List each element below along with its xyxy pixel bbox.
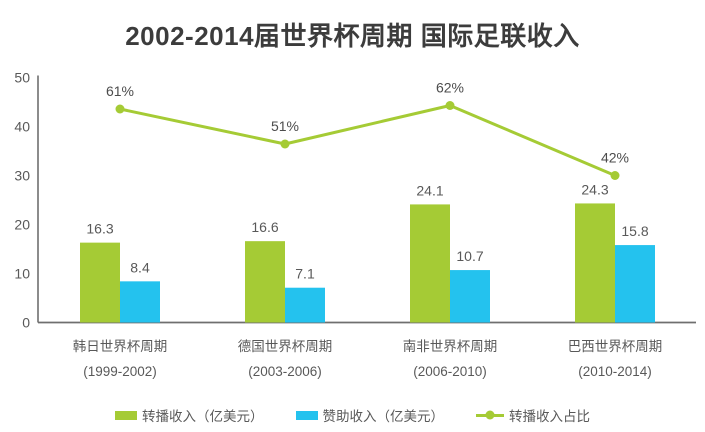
category-label-2: 南非世界杯周期 (403, 339, 498, 354)
line-point-3 (610, 171, 620, 180)
y-axis-tick-0: 0 (22, 315, 30, 331)
line-label-2: 62% (436, 80, 464, 96)
broadcast-revenue-swatch-icon (115, 410, 137, 420)
y-axis-tick-40: 40 (14, 119, 30, 135)
bar-broadcast-revenue-1 (245, 241, 285, 323)
legend-label-broadcast-revenue: 转播收入（亿美元） (142, 409, 264, 424)
line-point-0 (115, 104, 125, 114)
chart-title: 2002-2014届世界杯周期 国际足联收入 (125, 21, 580, 51)
line-label-3: 42% (601, 150, 629, 166)
bar-sponsor-revenue-3 (615, 245, 655, 323)
category-label-0: 韩日世界杯周期 (73, 339, 168, 354)
legend-label-broadcast-share: 转播收入占比 (509, 409, 590, 424)
bar-broadcast-revenue-0 (80, 242, 120, 323)
bar-sponsor-revenue-0 (120, 281, 160, 323)
bar-sponsor-revenue-1 (285, 287, 325, 323)
bar-label-sponsor-3: 15.8 (621, 223, 648, 239)
bar-label-sponsor-2: 10.7 (456, 248, 483, 264)
y-axis-tick-30: 30 (14, 168, 30, 184)
legend-item-broadcast-revenue: 转播收入（亿美元） (115, 405, 264, 425)
legend: 转播收入（亿美元） 赞助收入（亿美元） 转播收入占比 (0, 405, 705, 425)
bar-broadcast-revenue-2 (410, 204, 450, 323)
line-point-1 (280, 139, 290, 149)
line-label-1: 51% (271, 118, 299, 134)
bar-label-broadcast-1: 16.6 (251, 219, 278, 235)
broadcast-share-line (118, 104, 617, 177)
bar-label-broadcast-3: 24.3 (581, 181, 608, 197)
bar-broadcast-revenue-3 (575, 203, 615, 323)
category-years-2: (2006-2010) (413, 364, 487, 379)
bar-label-broadcast-0: 16.3 (86, 221, 113, 237)
bar-label-sponsor-0: 8.4 (130, 259, 150, 275)
broadcast-share-line-marker-icon (476, 410, 504, 420)
category-years-1: (2003-2006) (248, 364, 322, 379)
category-years-0: (1999-2002) (83, 364, 157, 379)
y-axis-tick-10: 10 (14, 266, 30, 282)
y-axis-tick-20: 20 (14, 217, 30, 233)
line-point-2 (445, 101, 455, 110)
category-label-1: 德国世界杯周期 (238, 339, 333, 354)
line-label-0: 61% (106, 83, 134, 99)
bar-label-sponsor-1: 7.1 (295, 266, 315, 282)
bar-label-broadcast-2: 24.1 (416, 182, 443, 198)
category-years-3: (2010-2014) (578, 364, 652, 379)
bar-sponsor-revenue-2 (450, 270, 490, 323)
category-label-3: 巴西世界杯周期 (568, 339, 663, 354)
legend-label-sponsor-revenue: 赞助收入（亿美元） (322, 409, 445, 424)
legend-item-sponsor-revenue: 赞助收入（亿美元） (295, 405, 445, 425)
sponsor-revenue-swatch-icon (295, 410, 318, 420)
y-axis-tick-50: 50 (14, 70, 30, 86)
legend-item-broadcast-share: 转播收入占比 (476, 405, 590, 425)
